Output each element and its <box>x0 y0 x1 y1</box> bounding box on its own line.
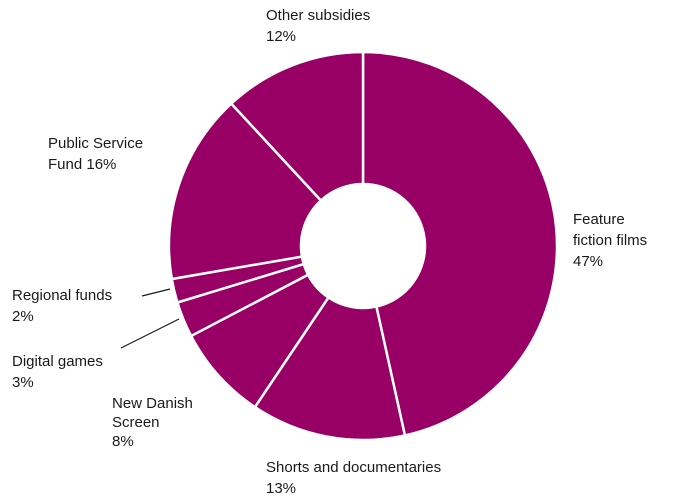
label-line: 3% <box>12 374 34 391</box>
label-regional-funds: Regional funds 2% <box>12 287 112 325</box>
label-new-danish-screen: New Danish Screen 8% <box>112 395 193 450</box>
slice-labels: Feature fiction films 47% Shorts and docume… <box>12 7 647 497</box>
label-line: 13% <box>266 480 296 497</box>
donut-slices <box>167 50 559 442</box>
slice-public-service-fund <box>167 101 323 281</box>
label-line: Feature <box>573 211 625 228</box>
label-line: Regional funds <box>12 287 112 304</box>
slice-other-subsidies <box>229 50 365 203</box>
label-shorts-and-documentaries: Shorts and documentaries 13% <box>266 459 441 497</box>
leader-regional-funds <box>141 288 171 297</box>
label-line: 47% <box>573 253 603 270</box>
label-line: New Danish <box>112 395 193 412</box>
leader-lines <box>120 288 180 349</box>
label-line: 12% <box>266 28 296 45</box>
label-line: Fund 16% <box>48 156 116 173</box>
label-line: Public Service <box>48 135 143 152</box>
label-line: 2% <box>12 308 34 325</box>
label-feature-fiction-films: Feature fiction films 47% <box>573 211 647 270</box>
label-line: fiction films <box>573 232 647 249</box>
label-line: Screen <box>112 414 160 431</box>
label-public-service-fund: Public Service Fund 16% <box>48 135 143 173</box>
label-line: Digital games <box>12 353 103 370</box>
label-line: Shorts and documentaries <box>266 459 441 476</box>
slice-shorts-and-documentaries <box>253 295 407 442</box>
label-other-subsidies: Other subsidies 12% <box>266 7 370 45</box>
leader-digital-games <box>120 318 180 349</box>
slice-feature-fiction-films <box>361 50 559 437</box>
label-line: Other subsidies <box>266 7 370 24</box>
label-digital-games: Digital games 3% <box>12 353 103 391</box>
label-line: 8% <box>112 433 134 450</box>
